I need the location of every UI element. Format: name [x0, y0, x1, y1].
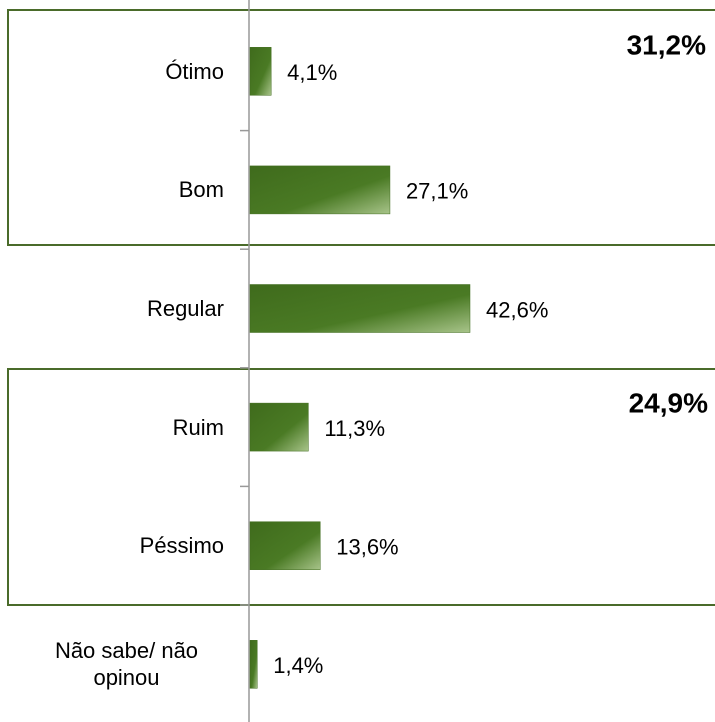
- bar: [249, 284, 471, 333]
- category-text: Péssimo: [139, 533, 224, 559]
- group-box: [7, 9, 715, 246]
- category-label: Não sabe/ não opinou: [0, 624, 224, 704]
- value-label: 13,6%: [336, 535, 398, 560]
- category-text: Ruim: [172, 414, 224, 440]
- category-label: Ótimo: [0, 31, 224, 111]
- value-label: 11,3%: [324, 416, 385, 441]
- category-label: Ruim: [0, 387, 224, 467]
- category-text: Regular: [146, 296, 224, 321]
- bar: [249, 521, 321, 570]
- category-label: Péssimo: [0, 506, 224, 586]
- value-label: 4,1%: [287, 60, 337, 85]
- value-label: 1,4%: [273, 653, 323, 678]
- bar: [249, 402, 309, 452]
- bar: [249, 165, 391, 215]
- bar: [249, 640, 258, 689]
- group-box: [7, 368, 715, 606]
- annotation: 24,9%: [629, 387, 708, 418]
- category-label: Bom: [0, 150, 224, 230]
- category-text: Ótimo: [165, 58, 224, 84]
- category-label: Regular: [0, 269, 224, 349]
- category-text: Bom: [178, 177, 224, 203]
- value-label: 42,6%: [486, 297, 548, 322]
- bar: [249, 47, 272, 96]
- value-label: 27,1%: [406, 179, 468, 204]
- annotation: 31,2%: [627, 29, 706, 60]
- category-text: Não sabe/ não opinou: [54, 638, 199, 691]
